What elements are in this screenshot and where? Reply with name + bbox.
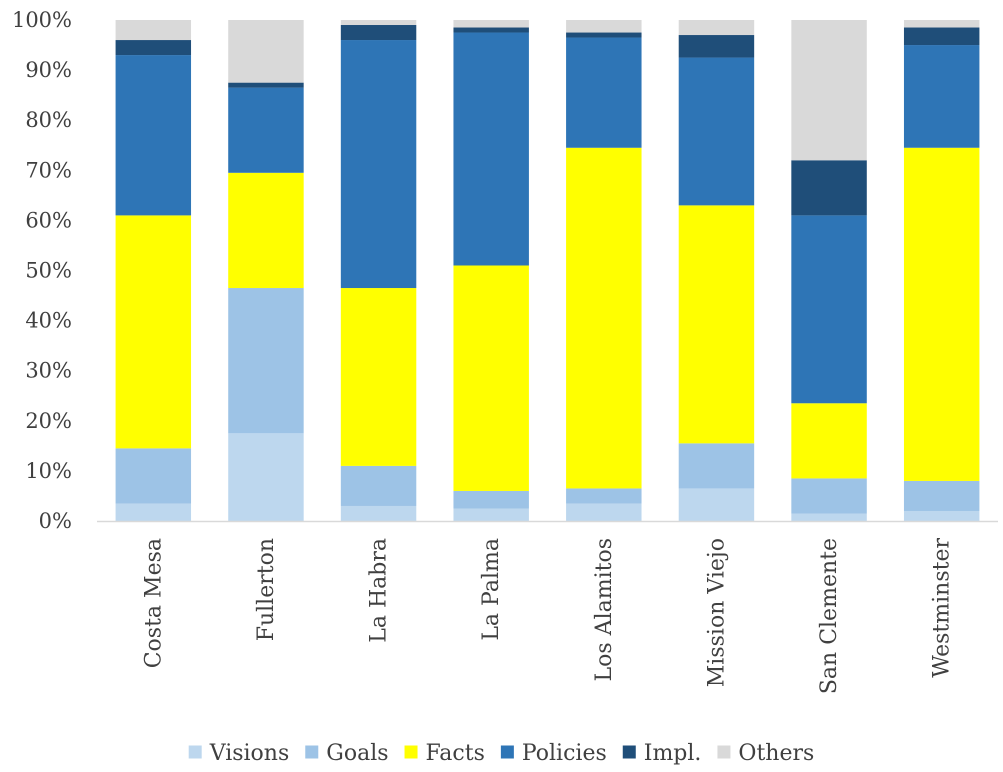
bar-segment-impl	[678, 35, 755, 58]
legend-label: Goals	[326, 741, 388, 766]
bar-segment-others	[453, 20, 529, 28]
legend-swatch	[717, 745, 731, 759]
bar-segment-visions	[453, 508, 529, 521]
bar-stack	[903, 20, 980, 521]
bar-segment-visions	[791, 513, 867, 521]
bar-segment-goals	[340, 465, 417, 506]
legend-item: Policies	[500, 741, 607, 766]
y-tick-label: 50%	[25, 259, 72, 283]
bar-segment-others	[903, 20, 980, 28]
x-category-label: Fullerton	[254, 538, 279, 641]
legend-item: Facts	[404, 741, 485, 766]
legend-label: Others	[738, 741, 814, 766]
bar-segment-facts	[903, 147, 980, 481]
bar-segment-impl	[340, 25, 417, 41]
y-tick-label: 80%	[25, 108, 72, 132]
bar-segment-visions	[678, 488, 755, 521]
x-category-label: La Habra	[367, 538, 392, 643]
bar-segment-policies	[791, 215, 867, 404]
bar-segment-visions	[566, 503, 642, 521]
bar-stack	[453, 20, 529, 521]
bar-segment-goals	[791, 478, 867, 514]
legend-swatch	[622, 745, 636, 759]
bar-stacks	[115, 20, 980, 521]
bar-segment-goals	[678, 443, 755, 489]
legend-label: Visions	[209, 741, 290, 766]
y-axis: 0% 10% 20% 30% 40% 50% 60% 70% 80% 90% 100%	[12, 8, 72, 533]
bar-segment-policies	[228, 87, 304, 173]
x-category-label: Westminster	[930, 538, 955, 678]
bar-stack	[340, 20, 417, 521]
y-tick-label: 10%	[25, 459, 72, 483]
y-tick-label: 100%	[12, 8, 72, 32]
bar-segment-others	[566, 20, 642, 33]
x-category-label: Costa Mesa	[141, 538, 166, 668]
legend-item: Visions	[188, 741, 290, 766]
bar-segment-others	[678, 20, 755, 36]
bar-segment-facts	[791, 403, 867, 479]
y-tick-label: 90%	[25, 58, 72, 82]
y-tick-label: 30%	[25, 359, 72, 383]
legend-item: Impl.	[622, 741, 702, 766]
bar-segment-others	[115, 20, 192, 41]
legend-label: Impl.	[644, 741, 702, 766]
bar-segment-facts	[566, 147, 642, 489]
bar-stack	[791, 20, 867, 521]
x-category-label: Los Alamitos	[592, 538, 617, 681]
bar-segment-policies	[678, 57, 755, 206]
bar-segment-impl	[903, 27, 980, 46]
bar-segment-visions	[115, 503, 192, 521]
bar-segment-goals	[228, 288, 304, 434]
bar-segment-others	[340, 20, 417, 26]
legend-item: Others	[717, 741, 814, 766]
bar-segment-impl	[115, 40, 192, 56]
legend-label: Facts	[426, 741, 485, 766]
bar-segment-policies	[903, 45, 980, 148]
bar-segment-impl	[566, 32, 642, 38]
bar-segment-facts	[115, 215, 192, 449]
y-tick-label: 0%	[39, 509, 72, 533]
legend-swatch	[500, 745, 514, 759]
legend-item: Goals	[305, 741, 389, 766]
legend: Visions Goals Facts Policies Impl. Others	[188, 741, 814, 766]
bar-segment-visions	[340, 505, 417, 521]
bar-segment-visions	[903, 510, 980, 521]
bar-segment-policies	[453, 32, 529, 266]
bar-segment-goals	[115, 448, 192, 504]
bar-segment-impl	[453, 27, 529, 33]
legend-label: Policies	[522, 741, 607, 766]
legend-swatch	[305, 745, 319, 759]
x-category-label: Mission Viejo	[704, 538, 729, 687]
y-tick-label: 60%	[25, 208, 72, 232]
bar-segment-goals	[566, 488, 642, 504]
bar-segment-policies	[340, 40, 417, 289]
bar-segment-facts	[228, 172, 304, 289]
bar-segment-facts	[678, 205, 755, 444]
bar-stack	[678, 20, 755, 521]
bar-segment-impl	[228, 82, 304, 88]
y-tick-label: 70%	[25, 158, 72, 182]
bar-segment-policies	[115, 55, 192, 216]
bar-segment-impl	[791, 160, 867, 216]
bar-segment-facts	[340, 288, 417, 466]
bar-stack	[115, 20, 192, 521]
bar-segment-others	[228, 20, 304, 83]
bar-segment-others	[791, 20, 867, 161]
bar-stack	[566, 20, 642, 521]
bar-segment-goals	[903, 480, 980, 511]
bar-segment-policies	[566, 37, 642, 148]
x-axis: Costa Mesa Fullerton La Habra La Palma Los A…	[97, 520, 998, 694]
x-category-label: San Clemente	[817, 538, 842, 694]
bar-segment-facts	[453, 265, 529, 491]
legend-swatch	[188, 745, 202, 759]
bar-segment-goals	[453, 490, 529, 509]
y-tick-label: 40%	[25, 309, 72, 333]
legend-swatch	[404, 745, 418, 759]
y-tick-label: 20%	[25, 409, 72, 433]
bar-segment-visions	[228, 433, 304, 521]
bar-stack	[228, 20, 304, 521]
x-category-label: La Palma	[479, 538, 504, 641]
